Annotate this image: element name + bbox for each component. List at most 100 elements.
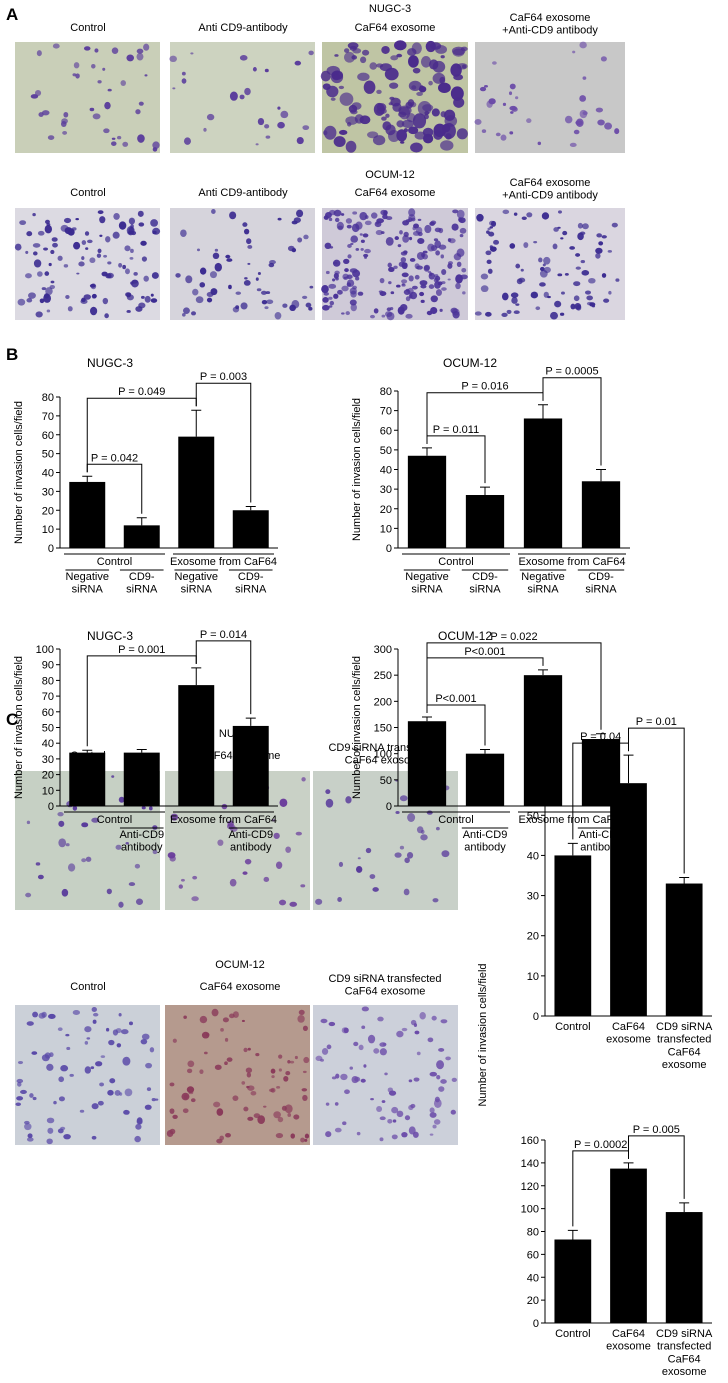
stained-cell <box>118 901 124 908</box>
stained-cell <box>391 1134 398 1140</box>
stained-cell <box>451 223 459 231</box>
stained-cell <box>508 91 513 96</box>
stained-cell <box>99 216 106 224</box>
stained-cell <box>577 222 583 229</box>
stained-cell <box>275 1132 284 1139</box>
stained-cell <box>351 1075 359 1084</box>
stained-cell <box>211 1008 219 1017</box>
stained-cell <box>120 80 127 86</box>
y-tick-label: 60 <box>527 770 539 782</box>
stained-cell <box>506 309 512 314</box>
x-tick-label: Anti-CD9 antibody <box>463 829 508 854</box>
stained-cell <box>128 882 136 887</box>
stained-cell <box>94 48 99 53</box>
stained-cell <box>135 1123 142 1130</box>
stained-cell <box>343 258 350 264</box>
stained-cell <box>190 1098 196 1103</box>
y-tick-label: 80 <box>42 675 54 687</box>
stained-cell <box>72 73 77 77</box>
y-tick-label: 50 <box>42 723 54 735</box>
stained-cell <box>500 134 507 141</box>
stained-cell <box>586 301 593 306</box>
stained-cell <box>443 109 456 121</box>
stained-cell <box>410 101 417 108</box>
significance-bracket <box>628 727 685 874</box>
error-bar <box>623 1162 634 1169</box>
stained-cell <box>115 844 122 850</box>
stained-cell <box>431 108 440 117</box>
error-bar <box>245 717 256 726</box>
stained-cell <box>247 1047 251 1051</box>
stained-cell <box>324 242 332 250</box>
stained-cell <box>384 1072 388 1076</box>
stained-cell <box>373 308 379 314</box>
stained-cell <box>456 261 462 268</box>
stained-cell <box>376 103 387 112</box>
micrograph <box>321 208 468 321</box>
stained-cell <box>419 1011 426 1020</box>
stained-cell <box>96 253 102 258</box>
stained-cell <box>129 256 134 260</box>
stained-cell <box>36 50 42 57</box>
stained-cell <box>308 306 313 311</box>
stained-cell <box>502 102 507 107</box>
stained-cell <box>575 253 581 257</box>
stained-cell <box>487 268 493 274</box>
error-bar <box>191 409 202 437</box>
stained-cell <box>86 1037 91 1040</box>
stained-cell <box>355 248 360 251</box>
stained-cell <box>138 101 144 106</box>
stained-cell <box>92 1012 99 1017</box>
stained-cell <box>322 297 329 303</box>
stained-cell <box>440 1079 447 1084</box>
p-value: P = 0.049 <box>118 386 165 398</box>
stained-cell <box>369 62 378 70</box>
stained-cell <box>486 259 492 264</box>
stained-cell <box>135 306 143 312</box>
stained-cell <box>75 73 80 79</box>
micrograph <box>170 208 315 320</box>
p-value: P = 0.042 <box>91 452 138 464</box>
stained-cell <box>339 92 354 106</box>
stained-cell <box>130 281 134 285</box>
stained-cell <box>144 1104 152 1110</box>
stained-cell <box>15 1102 22 1107</box>
stained-cell <box>67 306 73 312</box>
stained-cell <box>178 884 183 889</box>
stained-cell <box>46 1138 53 1145</box>
stained-cell <box>326 65 340 76</box>
stained-cell <box>344 268 349 273</box>
stained-cell <box>191 896 199 902</box>
stained-cell <box>270 1068 276 1074</box>
stained-cell <box>199 1069 204 1075</box>
stained-cell <box>81 822 89 828</box>
y-tick-label: 30 <box>42 754 54 766</box>
stained-cell <box>65 843 70 847</box>
y-tick-label: 10 <box>527 971 539 983</box>
stained-cell <box>406 48 417 56</box>
stained-cell <box>424 224 432 234</box>
stained-cell <box>402 234 410 243</box>
stained-cell <box>427 1037 434 1043</box>
stained-cell <box>73 241 81 250</box>
stained-cell <box>97 248 102 254</box>
stained-cell <box>424 110 430 115</box>
stained-cell <box>429 59 439 70</box>
column-label: CaF64 exosome +Anti-CD9 antibody <box>502 177 598 202</box>
stained-cell <box>580 260 586 264</box>
column-label: Anti CD9-antibody <box>198 22 288 34</box>
stained-cell <box>144 295 151 303</box>
stained-cell <box>49 1052 54 1058</box>
stained-cell <box>396 1110 404 1118</box>
stained-cell <box>343 1027 349 1034</box>
stained-cell <box>382 121 392 131</box>
stained-cell <box>382 214 388 220</box>
stained-cell <box>226 1057 233 1062</box>
stained-cell <box>243 228 250 235</box>
stained-cell <box>199 1015 208 1024</box>
stained-cell <box>246 1085 250 1089</box>
chart-title: NUGC-3 <box>87 629 133 643</box>
significance-bracket <box>195 640 252 715</box>
stained-cell <box>489 245 494 249</box>
stained-cell <box>239 55 248 61</box>
